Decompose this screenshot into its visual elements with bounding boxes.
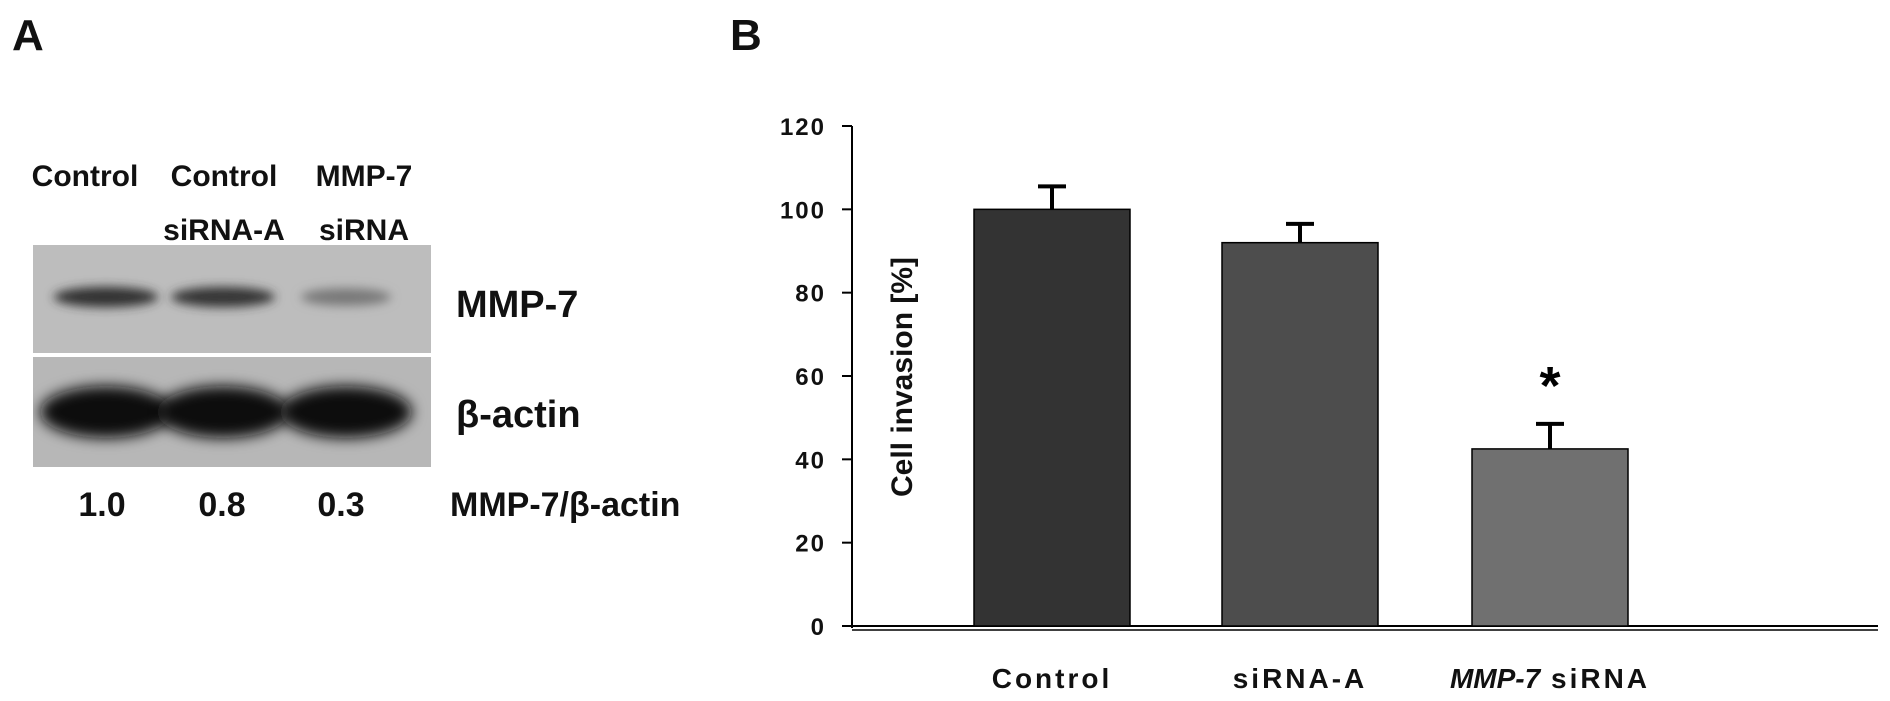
bar-1 (973, 208, 1131, 627)
actin-band-lane-2 (157, 386, 289, 438)
actin-band-lane-1 (40, 386, 172, 438)
x-tick-labels: Control siRNA-A MMP-7 siRNA (992, 663, 1650, 694)
y-tick-label: 120 (780, 114, 826, 141)
y-tick-label: 0 (811, 614, 826, 641)
actin-band-lane-3 (280, 386, 412, 438)
blot-divider (33, 353, 431, 357)
y-tick-label: 20 (795, 531, 826, 558)
ratio-label: MMP-7/β-actin (450, 486, 681, 524)
actin-bands (40, 386, 412, 438)
x-tick-label-3: MMP-7 siRNA (1450, 663, 1650, 694)
y-axis-label: Cell invasion [%] (886, 257, 919, 497)
bar-3 (1471, 448, 1629, 627)
mmp7-bands (53, 286, 391, 308)
y-tick-label: 80 (795, 281, 826, 308)
bars: * (973, 184, 1629, 627)
x-tick-label-1: Control (992, 663, 1113, 694)
x-tick-label-2: siRNA-A (1233, 663, 1368, 694)
ratio-value-lane-2: 0.8 (198, 486, 246, 524)
lane-1-label-line1: Control (31, 160, 139, 193)
mmp7-band-lane-1 (53, 286, 159, 308)
panel-b-letter: B (730, 11, 762, 60)
bar-2 (1221, 241, 1379, 627)
mmp7-band-lane-2 (171, 286, 275, 308)
significance-annotation: * (1539, 356, 1560, 416)
lane-2-label-line2: siRNA-A (163, 214, 285, 247)
y-tick-label: 100 (780, 197, 826, 224)
western-blot (33, 245, 431, 467)
mmp7-blot-label: MMP-7 (456, 284, 579, 326)
y-ticks: 0 20 40 60 80 100 120 (780, 114, 852, 641)
lane-3-label-line2: siRNA (318, 214, 410, 247)
actin-blot-label: β-actin (456, 394, 581, 436)
lane-2-label-line1: Control (170, 160, 278, 193)
y-tick-label: 40 (795, 447, 826, 474)
panel-a-letter: A (12, 11, 44, 60)
ratio-value-lane-1: 1.0 (78, 486, 126, 524)
lane-3-label-line1: MMP-7 (315, 160, 413, 193)
y-tick-label: 60 (795, 364, 826, 391)
mmp7-band-lane-3 (301, 288, 391, 306)
ratio-value-lane-3: 0.3 (317, 486, 365, 524)
